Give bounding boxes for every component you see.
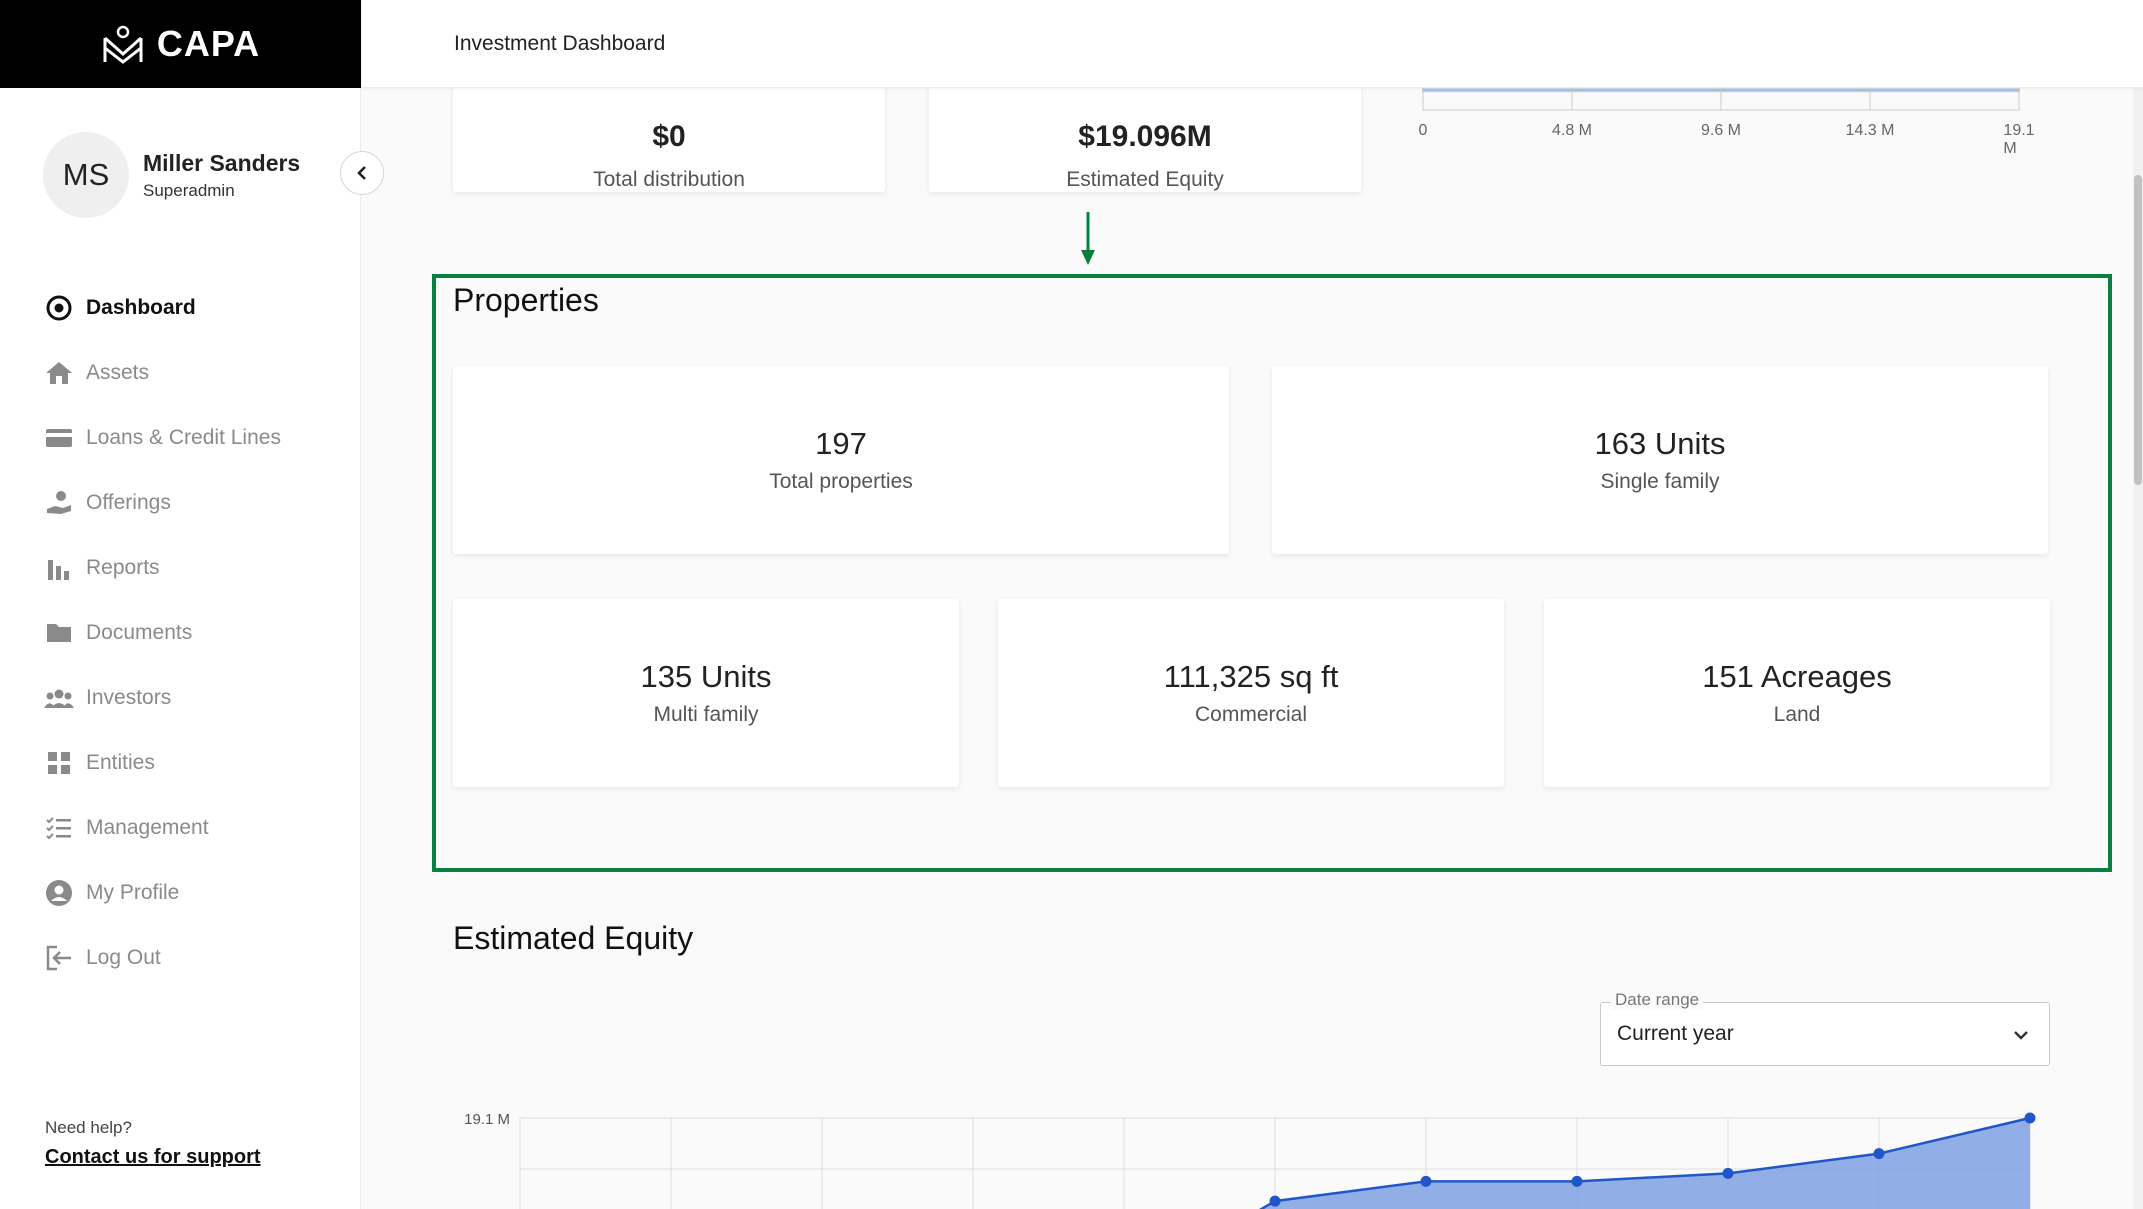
data-point — [1269, 1195, 1281, 1207]
sidebar-item-label: Offerings — [86, 490, 171, 514]
sidebar-item-label: Loans & Credit Lines — [86, 425, 281, 449]
sidebar-item-my-profile[interactable]: My Profile — [44, 860, 281, 925]
brand-name: CAPA — [156, 23, 261, 64]
sidebar-item-management[interactable]: Management — [44, 795, 281, 860]
help-label: Need help? — [45, 1118, 132, 1137]
contact-support-link[interactable]: Contact us for support — [45, 1146, 261, 1168]
topbar: Investment Dashboard — [362, 0, 2143, 88]
axis-tick: 9.6 M — [1700, 122, 1742, 139]
property-card: 135 Units Multi family — [453, 599, 959, 787]
avatar: MS — [43, 132, 129, 218]
hand-coin-icon — [44, 488, 74, 518]
dashboard-icon — [44, 293, 74, 323]
stat-value: $19.096M — [1078, 120, 1212, 153]
chevron-left-icon — [357, 166, 366, 180]
data-point — [1420, 1175, 1432, 1187]
user-name: Miller Sanders — [143, 149, 301, 176]
collapse-sidebar-button[interactable] — [340, 151, 384, 195]
data-point — [2024, 1112, 2036, 1124]
property-card: 197 Total properties — [453, 366, 1229, 554]
property-label: Total properties — [769, 470, 913, 493]
sidebar-item-logout[interactable]: Log Out — [44, 925, 281, 990]
axis-tick: 14.3 M — [1845, 122, 1895, 139]
sidebar-item-reports[interactable]: Reports — [44, 535, 281, 600]
sidebar-item-loans[interactable]: Loans & Credit Lines — [44, 405, 281, 470]
sidebar-item-dashboard[interactable]: Dashboard — [44, 275, 281, 340]
sidebar-item-label: Reports — [86, 555, 160, 579]
arrow-down-icon — [1081, 212, 1095, 265]
date-range-select[interactable]: Date range Current year — [1600, 990, 2050, 1066]
sidebar-item-label: Investors — [86, 685, 172, 709]
stat-label: Total distribution — [593, 168, 745, 191]
properties-section — [432, 274, 2112, 872]
properties-title: Properties — [453, 282, 599, 318]
property-label: Commercial — [1194, 703, 1307, 726]
credit-card-icon — [44, 423, 74, 453]
axis-tick: 19.1 M — [2003, 122, 2035, 157]
sidebar: CAPA MS Miller Sanders Superadmin Dashbo… — [0, 0, 361, 1209]
checklist-icon — [44, 813, 74, 843]
date-range-value: Current year — [1617, 1022, 1734, 1045]
sidebar-nav: Dashboard Assets Loans & Credit Lines Of… — [44, 275, 281, 990]
logo-bar[interactable]: CAPA — [0, 0, 361, 88]
property-label: Single family — [1600, 470, 1720, 493]
property-card: 151 Acreages Land — [1544, 599, 2050, 787]
home-icon — [44, 358, 74, 388]
sidebar-item-label: Documents — [86, 620, 193, 644]
sidebar-item-label: My Profile — [86, 880, 180, 904]
estimated-equity-chart: 19.1 M — [464, 1111, 2036, 1209]
logout-icon — [44, 943, 74, 973]
sidebar-item-offerings[interactable]: Offerings — [44, 470, 281, 535]
bar-chart-icon — [44, 553, 74, 583]
page-title: Investment Dashboard — [454, 32, 666, 55]
property-value: 135 Units — [640, 659, 772, 694]
account-icon — [44, 878, 74, 908]
capa-logo-icon — [103, 25, 143, 64]
user-role: Superadmin — [143, 180, 235, 200]
sidebar-item-entities[interactable]: Entities — [44, 730, 281, 795]
sidebar-item-label: Dashboard — [86, 295, 196, 319]
property-label: Multi family — [653, 703, 759, 726]
sidebar-item-label: Log Out — [86, 945, 161, 969]
sidebar-item-documents[interactable]: Documents — [44, 600, 281, 665]
axis-tick: 4.8 M — [1551, 122, 1593, 139]
folder-icon — [44, 618, 74, 648]
grid-icon — [44, 748, 74, 778]
stat-value: $0 — [652, 120, 686, 153]
property-value: 197 — [815, 426, 867, 461]
y-tick-label: 19.1 M — [464, 1111, 510, 1128]
sidebar-item-label: Entities — [86, 750, 155, 774]
chevron-down-icon — [2014, 1031, 2028, 1040]
property-value: 111,325 sq ft — [1163, 659, 1339, 694]
scrollbar-thumb[interactable] — [2134, 175, 2142, 485]
data-point — [1722, 1167, 1734, 1179]
property-label: Land — [1773, 703, 1821, 726]
sidebar-item-investors[interactable]: Investors — [44, 665, 281, 730]
user-profile: MS Miller Sanders Superadmin — [43, 132, 300, 218]
estimated-equity-title: Estimated Equity — [453, 920, 694, 956]
data-point — [1873, 1148, 1885, 1160]
series-area — [1261, 1118, 2030, 1209]
mini-chart-axis: 0 4.8 M 9.6 M 14.3 M 19.1 M — [1418, 88, 2035, 157]
help-section: Need help? Contact us for support — [45, 1118, 261, 1169]
page-scrollbar[interactable] — [2133, 0, 2143, 1209]
sidebar-item-label: Assets — [86, 360, 150, 384]
sidebar-item-assets[interactable]: Assets — [44, 340, 281, 405]
sidebar-item-label: Management — [86, 815, 209, 839]
group-icon — [44, 683, 74, 713]
property-card: 163 Units Single family — [1272, 366, 2048, 554]
property-value: 163 Units — [1594, 426, 1726, 461]
date-range-label: Date range — [1611, 990, 1704, 1010]
stat-label: Estimated Equity — [1066, 168, 1224, 191]
axis-tick: 0 — [1418, 122, 1428, 139]
property-value: 151 Acreages — [1702, 659, 1892, 694]
property-card: 111,325 sq ft Commercial — [998, 599, 1504, 787]
data-point — [1571, 1175, 1583, 1187]
